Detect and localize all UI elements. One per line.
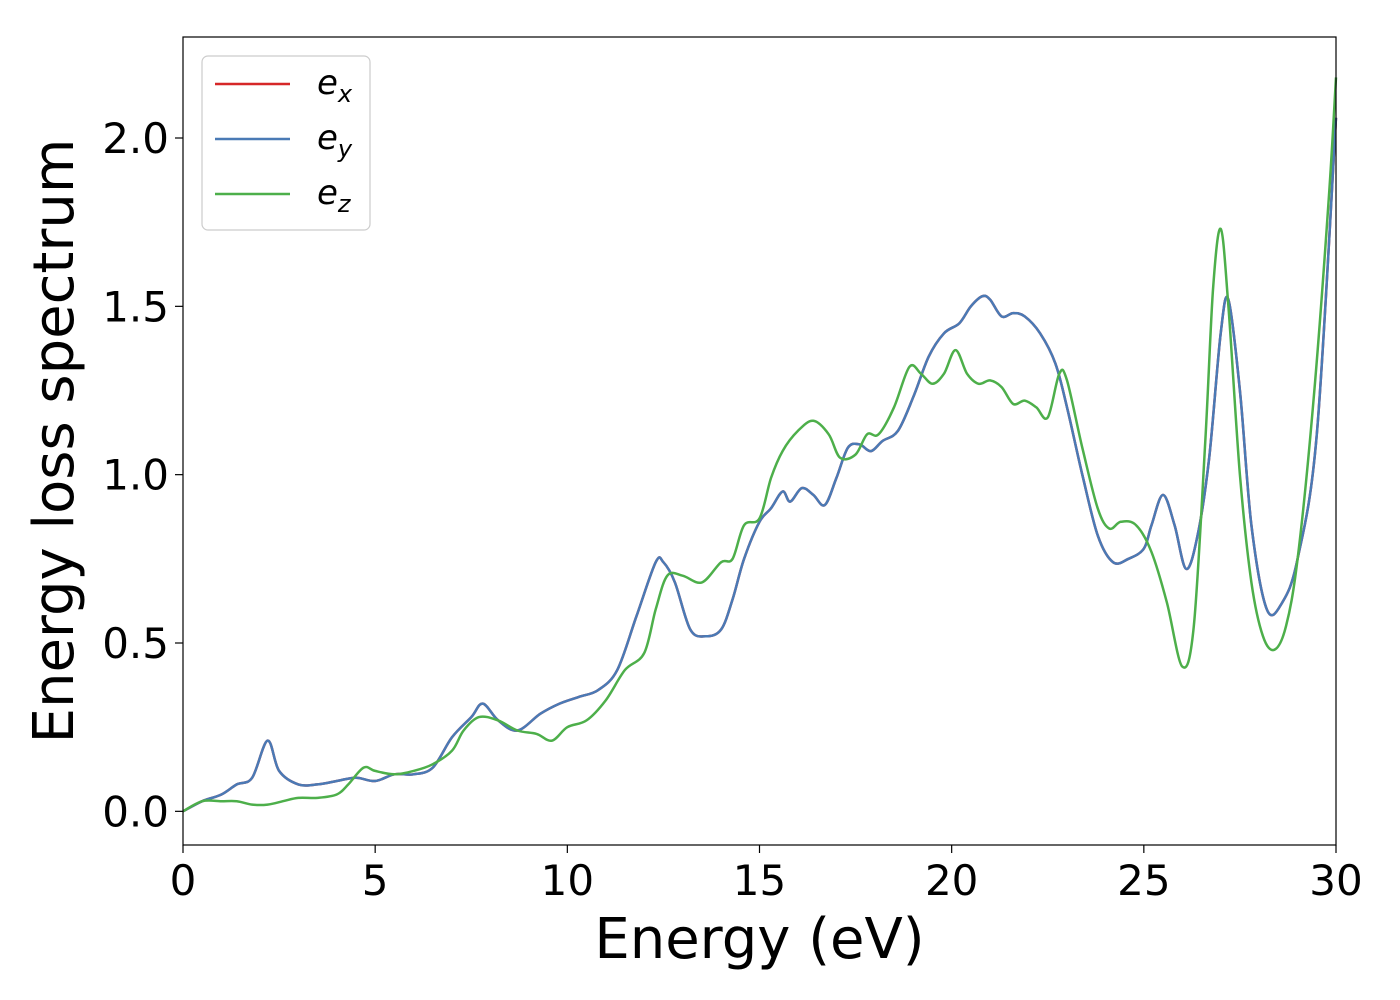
x-tick-label: 10 xyxy=(541,856,594,905)
x-tick-label: 25 xyxy=(1117,856,1170,905)
x-tick-label: 5 xyxy=(362,856,389,905)
series-layer xyxy=(182,77,1338,813)
x-axis-ticks: 0 5 10 15 20 25 30 xyxy=(170,845,1363,905)
legend-label-z: ez xyxy=(317,173,352,218)
x-tick-label: 0 xyxy=(170,856,197,905)
legend-label-x: ex xyxy=(317,63,353,108)
y-tick-label: 1.0 xyxy=(102,451,169,500)
y-tick-label: 1.5 xyxy=(102,282,169,331)
x-tick-label: 15 xyxy=(733,856,786,905)
x-axis-label: Energy (eV) xyxy=(594,907,924,972)
y-axis-label: Energy loss spectrum xyxy=(22,139,87,744)
legend: ex ey ez xyxy=(201,55,371,231)
y-tick-label: 0.5 xyxy=(102,619,169,668)
legend-box xyxy=(201,55,371,231)
y-tick-label: 0.0 xyxy=(102,787,169,836)
y-axis-ticks: 0.0 0.5 1.0 1.5 2.0 xyxy=(102,114,183,836)
series-line-y xyxy=(182,117,1338,813)
x-tick-label: 30 xyxy=(1309,856,1362,905)
y-tick-label: 2.0 xyxy=(102,114,169,163)
series-line-z xyxy=(182,77,1338,813)
legend-label-y: ey xyxy=(317,118,353,163)
x-tick-label: 20 xyxy=(925,856,978,905)
